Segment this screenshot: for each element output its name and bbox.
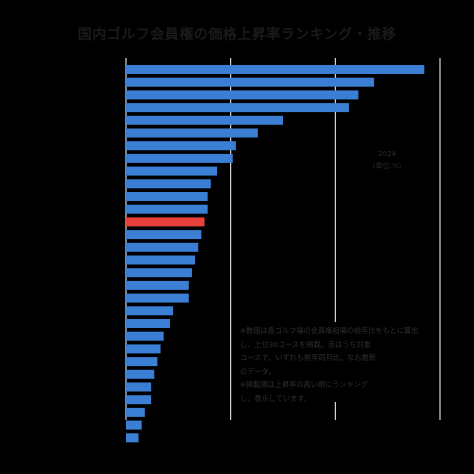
- legend-entry: 2024: [378, 150, 396, 158]
- legend: 2024 (単位:%): [358, 148, 416, 172]
- bar-highlight: [126, 217, 205, 227]
- note-line: し、上位30コースを掲載。赤はうち対象: [240, 339, 371, 349]
- bar: [126, 369, 155, 379]
- chart-title: 国内ゴルフ会員権の価格上昇率ランキング・推移: [77, 27, 397, 43]
- note-line: のデータ。: [240, 366, 276, 376]
- bar: [126, 153, 233, 163]
- bar: [126, 242, 199, 252]
- bar: [126, 230, 202, 240]
- bar: [126, 115, 283, 125]
- bar: [126, 344, 161, 354]
- bar: [126, 407, 145, 417]
- bar: [126, 141, 236, 151]
- note-line: し、表示しています。: [240, 393, 311, 403]
- bar: [126, 433, 139, 443]
- bar: [126, 306, 174, 316]
- bar: [126, 395, 152, 405]
- note-line: コースで、いずれも前年同月比。なお最新: [240, 353, 376, 362]
- bar: [126, 255, 196, 265]
- bar: [126, 192, 208, 201]
- bar: [126, 128, 258, 138]
- bar: [126, 293, 189, 303]
- bar: [126, 90, 359, 100]
- bar: [126, 166, 218, 176]
- bar: [126, 77, 375, 87]
- bar: [126, 65, 425, 74]
- chart-note: ※数値は各ゴルフ場の会員権相場の前年比をもとに算出 し、上位30コースを掲載。赤…: [236, 322, 436, 403]
- bar: [126, 268, 192, 278]
- bar: [126, 280, 189, 290]
- bar: [126, 382, 152, 392]
- legend-entry: (単位:%): [372, 162, 402, 170]
- bar: [126, 319, 170, 328]
- bar: [126, 357, 158, 367]
- bar: [126, 179, 211, 189]
- bar: [126, 103, 349, 113]
- note-line: ※掲載順は上昇率の高い順にランキング: [240, 380, 368, 389]
- bar: [126, 331, 164, 341]
- bar: [126, 420, 142, 430]
- note-line: ※数値は各ゴルフ場の会員権相場の前年比をもとに算出: [240, 326, 419, 335]
- bar: [126, 204, 208, 214]
